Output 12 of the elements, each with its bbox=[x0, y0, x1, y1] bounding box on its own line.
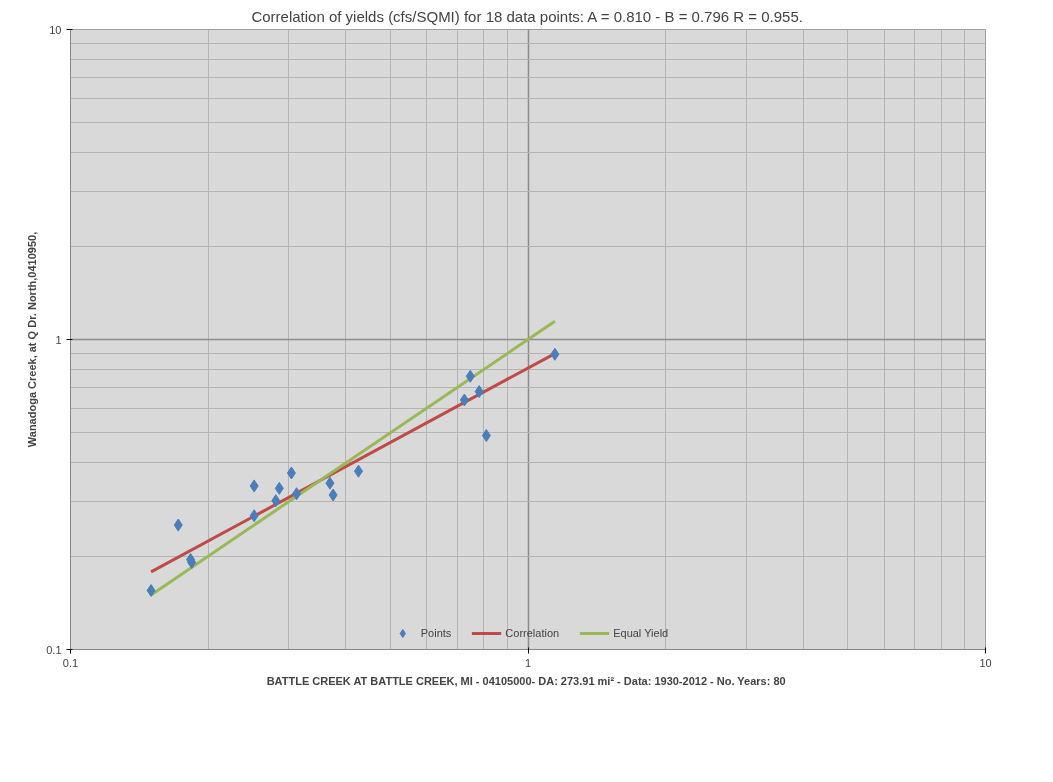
x-tick-label: 10 bbox=[979, 656, 992, 669]
y-tick-label: 10 bbox=[49, 23, 62, 36]
legend-label: Equal Yield bbox=[613, 627, 669, 639]
legend-label: Points bbox=[420, 627, 452, 639]
x-tick-label: 0.1 bbox=[62, 656, 79, 669]
y-axis-title: Wanadoga Creek, at Q Dr. North,0410950, bbox=[26, 231, 39, 448]
legend-label: Correlation bbox=[505, 627, 560, 639]
chart-title: Correlation of yields (cfs/SQMI) for 18 data points: A = 0.810 - B = 0.796 R = 0.955. bbox=[251, 7, 803, 25]
y-tick-label: 0.1 bbox=[46, 643, 62, 656]
y-tick-label: 1 bbox=[55, 333, 62, 346]
x-axis-title: BATTLE CREEK AT BATTLE CREEK, MI - 04105000- DA: 273.91 mi² - Data: 1930-2012 - No. Years: 80 bbox=[266, 674, 786, 687]
x-tick-label: 1 bbox=[524, 656, 532, 669]
